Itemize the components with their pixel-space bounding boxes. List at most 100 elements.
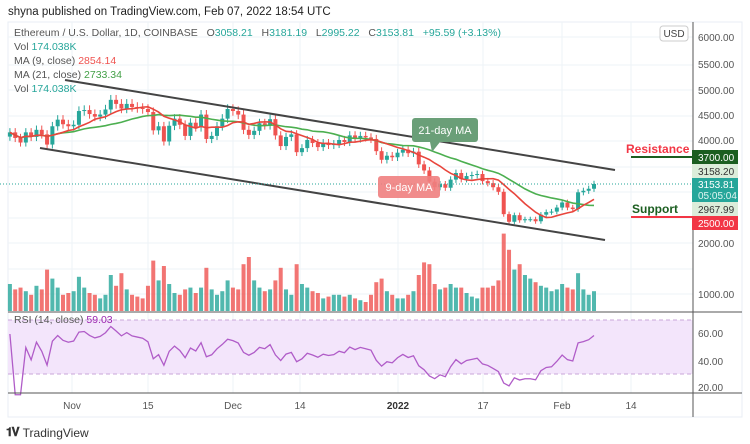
- candle-body: [278, 135, 283, 147]
- channel-upper-line[interactable]: [64, 79, 616, 171]
- volume-bar: [294, 264, 299, 311]
- volume-bar: [384, 291, 389, 311]
- candle-body: [512, 215, 517, 222]
- volume-bar: [66, 293, 71, 311]
- ma21-price-tag: [692, 202, 738, 216]
- candle-body: [501, 191, 506, 215]
- currency-button[interactable]: [659, 25, 689, 42]
- volume-bar: [34, 285, 39, 311]
- candle-body: [299, 148, 304, 153]
- volume-bar: [273, 280, 278, 311]
- support-label: Support: [632, 202, 678, 216]
- candle-body: [528, 219, 533, 221]
- candle-body: [416, 151, 421, 165]
- rsi-tick: 40.00: [698, 357, 723, 368]
- volume-bar: [459, 287, 464, 311]
- candle-body: [71, 124, 76, 127]
- volume-bar: [432, 284, 437, 311]
- volume-bar: [151, 260, 156, 311]
- change-value: +95.59 (+3.13%): [422, 27, 501, 39]
- candle-body: [214, 126, 219, 136]
- channel-lower-line[interactable]: [39, 147, 606, 241]
- candle-body: [390, 155, 395, 158]
- candle-body: [422, 164, 427, 171]
- candle-body: [246, 129, 251, 135]
- price-tick: 5000.00: [698, 86, 735, 97]
- ma9-annotation-box[interactable]: [378, 176, 440, 198]
- volume-bar: [241, 264, 246, 311]
- volume-bar: [448, 284, 453, 311]
- volume-bar: [337, 294, 342, 311]
- volume-bar: [586, 294, 591, 311]
- price-tick: 2000.00: [698, 239, 735, 250]
- candle-body: [522, 219, 527, 221]
- rsi-legend[interactable]: RSI (14, close) 59.03: [14, 314, 113, 326]
- price-axis[interactable]: 6000.00 5500.00 5000.00 4500.00 4000.00 …: [698, 33, 735, 394]
- candle-body: [395, 152, 400, 158]
- volume-bar: [464, 293, 469, 311]
- volume-bar: [517, 264, 522, 311]
- open-label: O: [206, 27, 215, 39]
- volume-tick: 1000.00: [698, 290, 735, 301]
- vol2-legend[interactable]: Vol 174.038K: [14, 83, 77, 95]
- symbol-legend[interactable]: Ethereum / U.S. Dollar, 1D, COINBASE O30…: [14, 27, 501, 39]
- tv-logo-icon: 𝟏𝐕: [6, 425, 20, 439]
- ma21-legend[interactable]: MA (21, close) 2733.34: [14, 69, 122, 81]
- rsi-value: 59.03: [86, 314, 113, 326]
- ma9-legend[interactable]: MA (9, close) 2854.14: [14, 55, 116, 67]
- vol-label: Vol: [14, 41, 29, 53]
- time-tick: 14: [294, 401, 306, 412]
- ma21-annotation-pointer: [430, 142, 440, 152]
- volume-bar: [29, 294, 34, 311]
- candle-body: [565, 202, 570, 208]
- ma21-annotation-box[interactable]: [412, 118, 478, 142]
- volume-bar: [236, 289, 241, 311]
- volume-bar: [252, 280, 257, 311]
- time-tick: 15: [142, 401, 154, 412]
- volume-bar: [289, 294, 294, 311]
- volume-bar: [183, 289, 188, 311]
- candle-body: [236, 111, 241, 115]
- candle-body: [230, 108, 235, 112]
- ma9-price: 3158.20: [698, 167, 735, 178]
- volume-bar: [50, 278, 55, 311]
- volume-bar: [156, 280, 161, 311]
- volume-bar: [528, 278, 533, 311]
- candle-body: [161, 126, 166, 142]
- volume-bar: [368, 294, 373, 311]
- volume-bar: [76, 276, 81, 311]
- ma9-annotation: 9-day MA: [385, 182, 433, 194]
- candle-body: [39, 129, 44, 135]
- time-tick: 14: [625, 401, 637, 412]
- volume-bars: [7, 233, 596, 311]
- volume-bar: [395, 298, 400, 311]
- candle-body: [183, 124, 188, 136]
- candle-body: [581, 190, 586, 193]
- candle-body: [209, 135, 214, 139]
- high-label: H: [261, 27, 270, 39]
- ma9-line: [9, 106, 595, 219]
- volume-bar: [549, 291, 554, 311]
- candle-body: [321, 143, 326, 148]
- volume-bar: [246, 257, 251, 311]
- volume-bar: [438, 289, 443, 311]
- ma21-annotation: 21-day MA: [418, 125, 472, 137]
- vol-legend[interactable]: Vol 174.038K: [14, 41, 77, 53]
- tradingview-logo[interactable]: 𝟏𝐕 TradingView: [6, 425, 89, 440]
- candle-body: [459, 173, 464, 180]
- time-tick: Feb: [553, 401, 571, 412]
- candle-body: [45, 134, 50, 145]
- volume-bar: [400, 298, 405, 311]
- volume-bar: [193, 293, 198, 311]
- time-axis[interactable]: Nov 15 Dec 14 2022 17 Feb 14: [63, 401, 637, 412]
- volume-bar: [299, 284, 304, 311]
- volume-bar: [485, 287, 490, 311]
- candle-body: [538, 214, 543, 222]
- volume-bar: [331, 294, 336, 311]
- candle-body: [87, 110, 92, 115]
- volume-bar: [501, 233, 506, 311]
- volume-bar: [87, 293, 92, 311]
- volume-bar: [61, 294, 65, 311]
- volume-bar: [347, 294, 352, 311]
